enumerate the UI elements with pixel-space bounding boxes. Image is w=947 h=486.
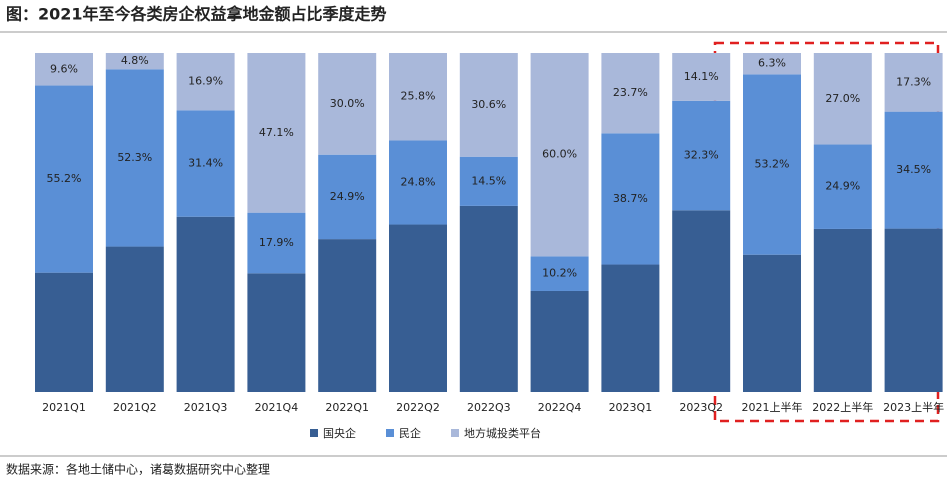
bar-segment (389, 224, 447, 392)
x-tick-label: 2021Q1 (42, 401, 86, 414)
bar-segment (176, 110, 235, 217)
legend-label: 民企 (399, 426, 421, 440)
bar-segment (318, 239, 377, 392)
bar-segment (601, 133, 660, 265)
data-label: 16.9% (188, 75, 223, 88)
data-label: 14.5% (471, 174, 506, 187)
legend-swatch (310, 429, 318, 437)
x-tick-label: 2023Q1 (609, 401, 653, 414)
bar-segment (601, 53, 660, 134)
bar-segment (813, 144, 872, 229)
bar-segment (247, 53, 306, 213)
bar-segment (672, 53, 731, 101)
bar-segment (35, 53, 93, 86)
x-tick-label: 2022上半年 (812, 400, 873, 414)
bar-segment (459, 205, 518, 392)
legend-swatch (451, 429, 459, 437)
bar-segment (389, 53, 447, 141)
bar-segment (743, 74, 801, 255)
bar-segment (743, 254, 801, 392)
data-label: 17.9% (259, 236, 294, 249)
data-label: 25.8% (401, 90, 436, 103)
data-label: 60.0% (542, 148, 577, 161)
x-tick-label: 2021上半年 (742, 400, 803, 414)
data-label: 27.0% (825, 92, 860, 105)
bar-segment (672, 100, 731, 211)
bar-segment (105, 53, 164, 70)
data-label: 4.8% (121, 54, 149, 67)
data-label: 55.2% (47, 172, 82, 185)
x-tick-label: 2022Q1 (325, 401, 369, 414)
bar-segment (743, 53, 801, 75)
bar-segment (530, 256, 589, 291)
bar-segment (176, 216, 235, 392)
legend-label: 地方城投类平台 (464, 426, 541, 440)
x-tick-label: 2022Q4 (538, 401, 582, 414)
bar-segment (884, 53, 943, 112)
x-tick-label: 2023上半年 (883, 400, 944, 414)
bar-segment (105, 69, 164, 247)
data-label: 14.1% (684, 70, 719, 83)
bar-segment (672, 210, 731, 392)
x-tick-label: 2021Q4 (255, 401, 299, 414)
x-tick-label: 2021Q3 (184, 401, 228, 414)
source-note: 数据来源：各地土储中心，诸葛数据研究中心整理 (6, 462, 270, 477)
bar-segment (530, 290, 589, 392)
data-label: 30.6% (471, 98, 506, 111)
bar-segment (35, 85, 93, 273)
chart-title: 图：2021年至今各类房企权益拿地金额占比季度走势 (6, 5, 387, 24)
x-tick-label: 2022Q2 (396, 401, 440, 414)
data-label: 30.0% (330, 97, 365, 110)
bar-segment (601, 264, 660, 392)
data-label: 17.3% (896, 75, 931, 88)
bar-segment (35, 272, 93, 392)
data-label: 47.1% (259, 126, 294, 139)
x-tick-label: 2021Q2 (113, 401, 157, 414)
bar-segment (813, 53, 872, 145)
data-label: 24.9% (825, 180, 860, 193)
data-label: 32.3% (684, 149, 719, 162)
x-tick-label: 2023Q2 (679, 401, 723, 414)
data-label: 52.3% (117, 151, 152, 164)
x-tick-label: 2022Q3 (467, 401, 511, 414)
data-label: 10.2% (542, 267, 577, 280)
data-label: 53.2% (755, 158, 790, 171)
bar-segment (530, 53, 589, 257)
bar-segment (247, 273, 306, 392)
data-label: 24.8% (401, 175, 436, 188)
data-label: 38.7% (613, 192, 648, 205)
bar-segment (105, 246, 164, 392)
bar-segment (318, 53, 377, 155)
bar-segment (318, 154, 377, 240)
bar-segment (884, 111, 943, 229)
data-label: 6.3% (758, 57, 786, 70)
legend-swatch (386, 429, 394, 437)
data-label: 34.5% (896, 163, 931, 176)
data-label: 31.4% (188, 157, 223, 170)
bar-segment (247, 212, 306, 274)
bar-segment (813, 228, 872, 392)
bar-segment (459, 53, 518, 157)
legend-label: 国央企 (323, 426, 356, 440)
data-label: 24.9% (330, 190, 365, 203)
data-label: 23.7% (613, 86, 648, 99)
bar-segment (459, 156, 518, 206)
data-label: 9.6% (50, 62, 78, 75)
bar-segment (389, 140, 447, 225)
bar-segment (884, 228, 943, 392)
bar-segment (176, 53, 235, 111)
